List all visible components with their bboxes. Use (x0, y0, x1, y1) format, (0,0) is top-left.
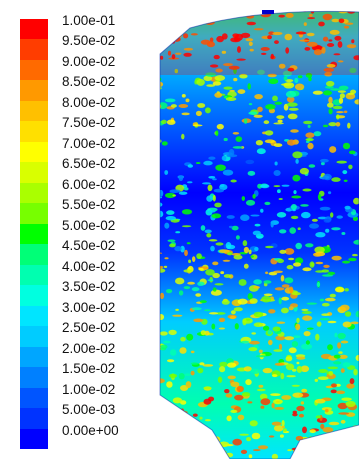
legend-label: 7.00e-02 (62, 135, 116, 151)
legend-label: 7.50e-02 (62, 115, 116, 131)
legend-label: 5.50e-02 (62, 197, 116, 213)
legend-label: 4.50e-02 (62, 238, 116, 254)
legend-swatch (20, 264, 48, 286)
legend-swatch (20, 39, 48, 61)
contour-plot (159, 10, 359, 459)
legend-label: 5.00e-03 (62, 402, 116, 418)
legend-swatch (20, 182, 48, 204)
legend-label: 3.50e-02 (62, 279, 116, 295)
legend-swatch (20, 80, 48, 102)
top-nozzle (262, 10, 274, 14)
legend-swatch (20, 408, 48, 430)
legend-swatch (20, 387, 48, 409)
legend-label: 3.00e-02 (62, 299, 116, 315)
legend-swatch (20, 305, 48, 327)
contour-speckles (160, 11, 359, 459)
vessel-body (160, 11, 359, 459)
legend-swatch (20, 244, 48, 266)
legend-swatch (20, 223, 48, 245)
legend-swatch (20, 19, 48, 40)
legend-swatch (20, 428, 48, 450)
legend-swatch (20, 121, 48, 143)
legend-swatch (20, 367, 48, 389)
legend-label: 2.50e-02 (62, 320, 116, 336)
legend-label: 5.00e-02 (62, 217, 116, 233)
legend-swatch (20, 100, 48, 122)
legend-label: 9.00e-02 (62, 53, 116, 69)
legend-label: 8.50e-02 (62, 74, 116, 90)
legend-label: 1.50e-02 (62, 361, 116, 377)
legend-label: 0.00e+00 (62, 422, 119, 438)
color-legend: 1.00e-01 9.50e-02 9.00e-02 8.50e-02 8.00e-02… (0, 0, 150, 459)
legend-swatch (20, 326, 48, 348)
legend-swatch (20, 141, 48, 163)
legend-label: 1.00e-02 (62, 381, 116, 397)
legend-label: 9.50e-02 (62, 33, 116, 49)
legend-label: 6.00e-02 (62, 176, 116, 192)
legend-label: 6.50e-02 (62, 156, 116, 172)
legend-label: 8.00e-02 (62, 94, 116, 110)
legend-swatch (20, 59, 48, 81)
vessel-outline (159, 10, 359, 459)
legend-swatch (20, 203, 48, 225)
legend-label: 1.00e-01 (62, 13, 116, 28)
legend-swatch (20, 346, 48, 368)
legend-label: 4.00e-02 (62, 258, 116, 274)
legend-swatch (20, 162, 48, 184)
legend-swatch (20, 285, 48, 307)
legend-label: 2.00e-02 (62, 340, 116, 356)
legend-color-bar (20, 19, 48, 450)
